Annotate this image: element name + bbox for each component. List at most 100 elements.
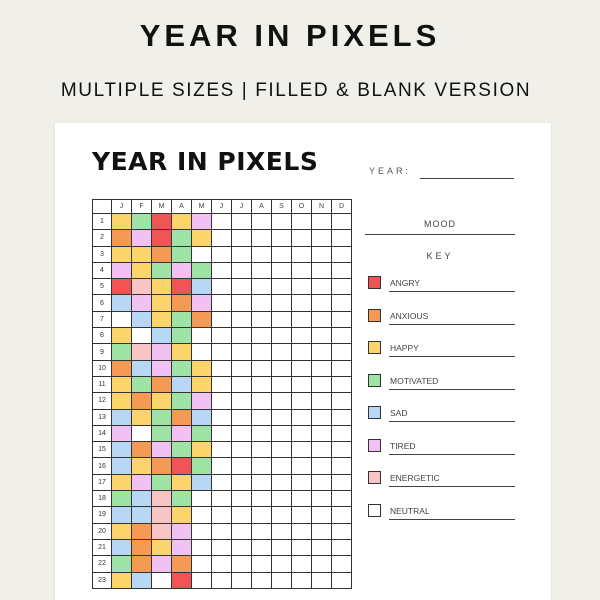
pixel-cell[interactable] [291, 278, 312, 296]
pixel-cell[interactable] [291, 522, 312, 540]
pixel-cell[interactable] [211, 327, 232, 345]
pixel-cell[interactable] [251, 538, 272, 557]
pixel-cell[interactable] [311, 424, 332, 443]
pixel-cell[interactable] [271, 441, 292, 459]
pixel-cell[interactable] [311, 490, 332, 508]
pixel-cell[interactable] [111, 343, 132, 361]
pixel-cell[interactable] [151, 522, 172, 540]
pixel-cell[interactable] [151, 261, 172, 280]
pixel-cell[interactable] [151, 441, 172, 459]
pixel-cell[interactable] [211, 506, 232, 524]
pixel-cell[interactable] [311, 359, 332, 377]
pixel-cell[interactable] [271, 538, 292, 557]
pixel-cell[interactable] [211, 441, 232, 459]
pixel-cell[interactable] [331, 245, 352, 263]
pixel-cell[interactable] [131, 457, 152, 475]
pixel-cell[interactable] [111, 392, 132, 410]
pixel-cell[interactable] [111, 490, 132, 508]
pixel-cell[interactable] [331, 327, 352, 345]
pixel-cell[interactable] [271, 457, 292, 475]
pixel-cell[interactable] [291, 212, 312, 231]
pixel-cell[interactable] [331, 555, 352, 573]
pixel-cell[interactable] [131, 310, 152, 329]
pixel-cell[interactable] [191, 359, 212, 377]
pixel-cell[interactable] [171, 261, 192, 280]
pixel-cell[interactable] [251, 506, 272, 524]
pixel-cell[interactable] [231, 212, 252, 231]
pixel-cell[interactable] [111, 310, 132, 329]
pixel-cell[interactable] [211, 571, 232, 589]
pixel-cell[interactable] [131, 327, 152, 345]
pixel-cell[interactable] [251, 327, 272, 345]
pixel-cell[interactable] [251, 212, 272, 231]
pixel-cell[interactable] [251, 375, 272, 394]
pixel-cell[interactable] [111, 229, 132, 247]
pixel-cell[interactable] [171, 555, 192, 573]
pixel-cell[interactable] [111, 457, 132, 475]
pixel-cell[interactable] [331, 408, 352, 426]
pixel-cell[interactable] [211, 392, 232, 410]
pixel-cell[interactable] [151, 473, 172, 492]
pixel-cell[interactable] [191, 294, 212, 312]
pixel-cell[interactable] [131, 408, 152, 426]
pixel-cell[interactable] [251, 441, 272, 459]
pixel-cell[interactable] [311, 261, 332, 280]
pixel-cell[interactable] [191, 408, 212, 426]
pixel-cell[interactable] [231, 261, 252, 280]
pixel-cell[interactable] [251, 359, 272, 377]
pixel-cell[interactable] [171, 229, 192, 247]
pixel-cell[interactable] [171, 441, 192, 459]
pixel-cell[interactable] [331, 343, 352, 361]
pixel-cell[interactable] [331, 261, 352, 280]
pixel-cell[interactable] [231, 522, 252, 540]
pixel-cell[interactable] [191, 555, 212, 573]
pixel-cell[interactable] [251, 571, 272, 589]
pixel-cell[interactable] [111, 473, 132, 492]
pixel-cell[interactable] [251, 294, 272, 312]
pixel-cell[interactable] [211, 375, 232, 394]
pixel-cell[interactable] [171, 424, 192, 443]
pixel-cell[interactable] [331, 375, 352, 394]
pixel-cell[interactable] [171, 522, 192, 540]
pixel-cell[interactable] [171, 392, 192, 410]
pixel-cell[interactable] [231, 473, 252, 492]
pixel-cell[interactable] [131, 294, 152, 312]
pixel-cell[interactable] [171, 571, 192, 589]
pixel-cell[interactable] [171, 310, 192, 329]
pixel-cell[interactable] [271, 555, 292, 573]
pixel-cell[interactable] [271, 359, 292, 377]
pixel-cell[interactable] [111, 261, 132, 280]
pixel-cell[interactable] [331, 392, 352, 410]
pixel-cell[interactable] [331, 278, 352, 296]
pixel-cell[interactable] [291, 392, 312, 410]
pixel-cell[interactable] [111, 375, 132, 394]
pixel-cell[interactable] [111, 424, 132, 443]
pixel-cell[interactable] [191, 522, 212, 540]
pixel-cell[interactable] [131, 538, 152, 557]
pixel-cell[interactable] [331, 310, 352, 329]
pixel-cell[interactable] [131, 278, 152, 296]
pixel-cell[interactable] [151, 490, 172, 508]
pixel-cell[interactable] [211, 212, 232, 231]
pixel-cell[interactable] [111, 408, 132, 426]
pixel-cell[interactable] [251, 424, 272, 443]
pixel-cell[interactable] [271, 522, 292, 540]
pixel-cell[interactable] [331, 457, 352, 475]
pixel-cell[interactable] [151, 327, 172, 345]
pixel-cell[interactable] [291, 441, 312, 459]
pixel-cell[interactable] [291, 473, 312, 492]
pixel-cell[interactable] [231, 392, 252, 410]
pixel-cell[interactable] [311, 473, 332, 492]
pixel-cell[interactable] [231, 424, 252, 443]
pixel-cell[interactable] [271, 473, 292, 492]
pixel-cell[interactable] [271, 408, 292, 426]
pixel-cell[interactable] [211, 473, 232, 492]
pixel-cell[interactable] [131, 555, 152, 573]
pixel-cell[interactable] [191, 245, 212, 263]
pixel-cell[interactable] [231, 327, 252, 345]
pixel-cell[interactable] [311, 327, 332, 345]
pixel-cell[interactable] [291, 506, 312, 524]
pixel-cell[interactable] [111, 327, 132, 345]
pixel-cell[interactable] [311, 343, 332, 361]
pixel-cell[interactable] [111, 212, 132, 231]
